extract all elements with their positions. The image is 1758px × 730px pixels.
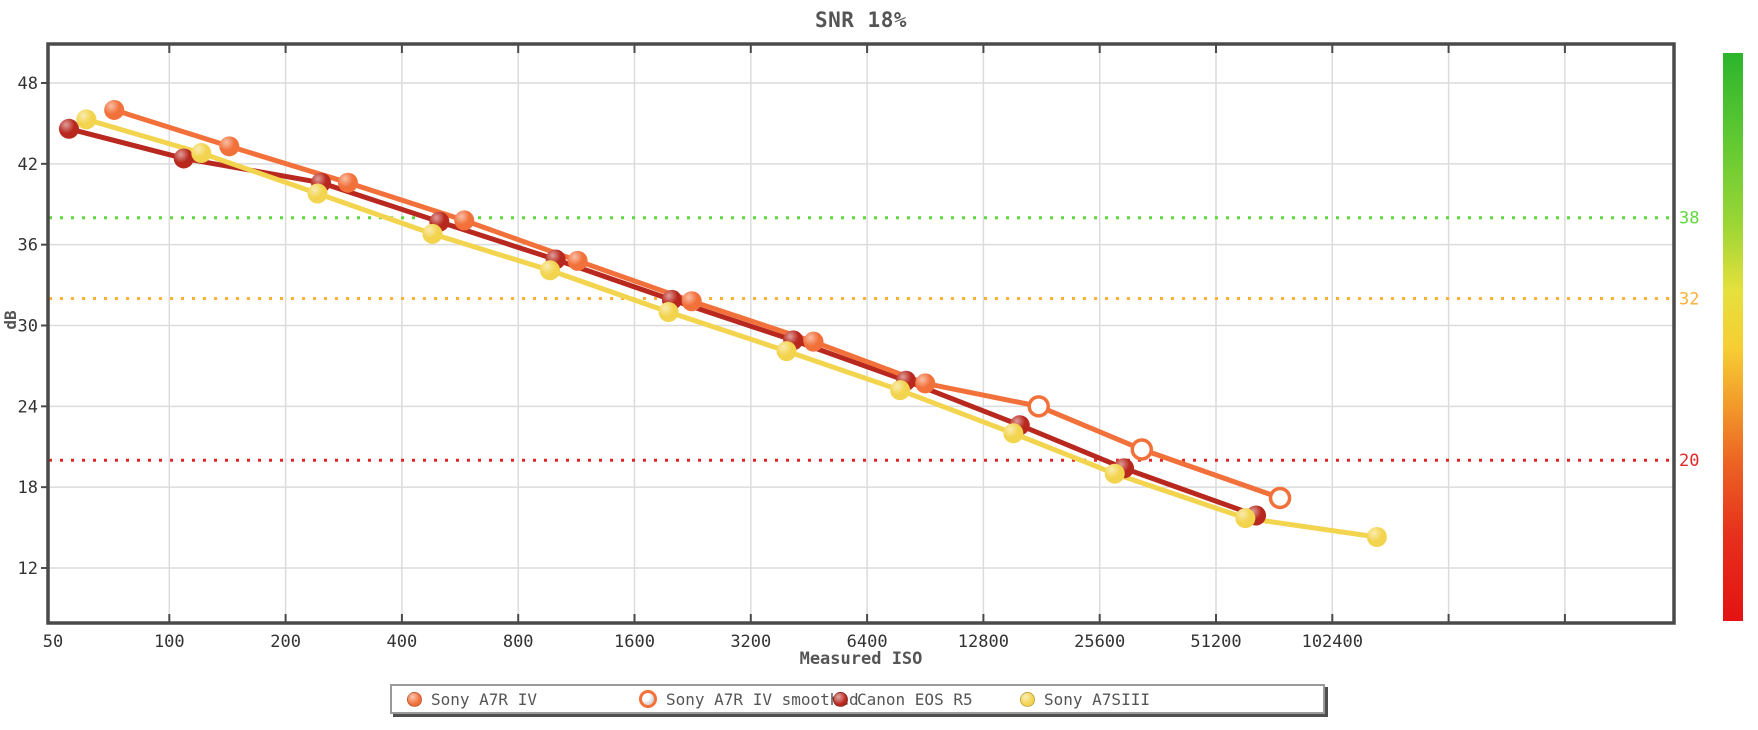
data-point-sheen [307, 183, 328, 204]
y-tick-label: 30 [18, 316, 38, 336]
data-point-sheen [191, 143, 212, 164]
data-point-sheen [1104, 463, 1125, 484]
x-tick-label: 200 [270, 632, 301, 652]
data-point-sheen [681, 291, 702, 312]
data-point-sheen [567, 250, 588, 271]
data-point-sheen [890, 380, 911, 401]
data-point-sheen [803, 331, 824, 352]
x-tick-label: 50 [43, 632, 63, 652]
legend-box: Sony A7R IV Sony A7R IV smoothed Canon EOS… [390, 684, 1325, 714]
data-point-sheen [454, 210, 475, 231]
data-point-sheen [422, 223, 443, 244]
data-point-sheen [58, 118, 79, 139]
threshold-label-20: 20 [1679, 451, 1699, 471]
data-point-sheen [915, 373, 936, 394]
series-markers-sony-a7siii [76, 109, 1387, 548]
x-tick-label: 800 [503, 632, 534, 652]
y-tick-label: 24 [18, 397, 38, 417]
threshold-label-32: 32 [1679, 290, 1699, 310]
y-tick-label: 18 [18, 478, 38, 498]
legend-item-sony-a7siii[interactable]: Sony A7SIII [1020, 686, 1150, 712]
series-markers-sony-a7r-iv [104, 99, 936, 394]
x-tick-label: 100 [154, 632, 185, 652]
y-tick-label: 42 [18, 155, 38, 175]
data-point-open [1130, 438, 1154, 461]
legend-item-canon-eos-r5[interactable]: Canon EOS R5 [833, 686, 973, 712]
legend-marker-circle [407, 691, 422, 707]
legend-item-sony-a7r-iv[interactable]: Sony A7R IV [407, 686, 537, 712]
legend-label: Sony A7R IV [431, 689, 537, 709]
plot-border [46, 42, 1676, 625]
data-point-open [1027, 395, 1050, 418]
y-tick-label: 12 [18, 559, 38, 579]
data-point-sheen [658, 302, 679, 323]
x-tick-label: 102400 [1302, 632, 1363, 652]
data-point-sheen [76, 109, 97, 130]
legend-label: Sony A7R IV smoothed [666, 689, 859, 709]
data-point-sheen [1003, 423, 1024, 444]
legend-marker-circle [833, 691, 848, 707]
gridlines [49, 45, 1673, 622]
quality-gradient-bar [1723, 53, 1743, 621]
x-tick-label: 51200 [1190, 632, 1241, 652]
data-point-sheen [104, 99, 125, 120]
data-point-sheen [219, 136, 240, 157]
data-point-open [1268, 486, 1292, 510]
x-axis-label: Measured ISO [799, 649, 923, 669]
threshold-label-38: 38 [1679, 209, 1699, 229]
legend-label: Canon EOS R5 [857, 689, 973, 709]
data-point-sheen [1235, 508, 1256, 529]
data-point-sheen [540, 260, 561, 281]
data-point-sheen [173, 148, 194, 169]
x-tick-label: 6400 [847, 632, 888, 652]
series-markers-sony-a7r-iv-smoothed [1027, 395, 1292, 510]
legend-marker-circle [1020, 691, 1035, 707]
x-tick-label: 3200 [730, 632, 771, 652]
chart-title: SNR 18% [814, 8, 907, 32]
x-tick-label: 1600 [614, 632, 655, 652]
legend-marker-open-circle [639, 690, 657, 708]
x-tick-label: 400 [387, 632, 418, 652]
plot-background [49, 45, 1673, 622]
data-point-sheen [776, 341, 797, 362]
data-point-sheen [337, 172, 358, 193]
x-tick-label: 25600 [1074, 632, 1125, 652]
y-tick-label: 36 [18, 236, 38, 256]
legend-label: Sony A7SIII [1044, 689, 1150, 709]
legend-item-sony-a7r-iv-smoothed[interactable]: Sony A7R IV smoothed [639, 686, 859, 712]
y-tick-label: 48 [18, 74, 38, 94]
data-point-sheen [1366, 527, 1387, 548]
x-tick-label: 12800 [958, 632, 1009, 652]
series-line-sony-a7siii [83, 116, 1380, 540]
